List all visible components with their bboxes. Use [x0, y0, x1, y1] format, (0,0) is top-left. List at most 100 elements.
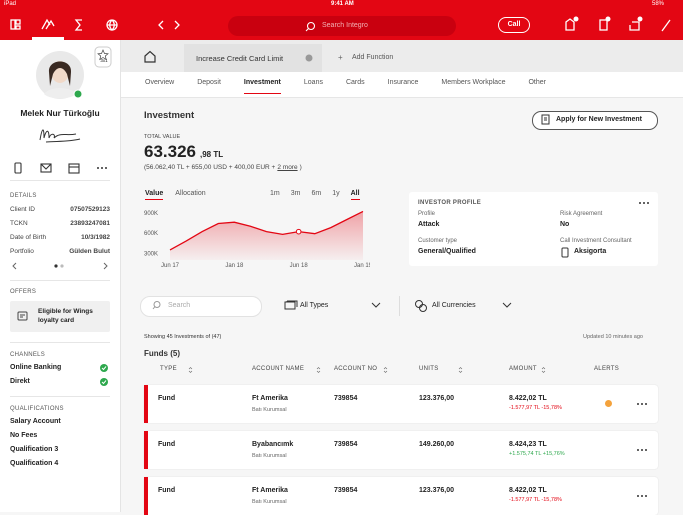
chart-range[interactable]: All: [350, 190, 360, 200]
total-dec: ,98 TL: [200, 150, 224, 159]
add-function[interactable]: Add Function: [352, 54, 394, 61]
carrier: iPad: [4, 1, 17, 7]
row-menu[interactable]: [636, 447, 648, 453]
detail-label: TCKN: [10, 220, 28, 227]
sort-icon[interactable]: [316, 367, 321, 373]
home-icon[interactable]: [143, 50, 157, 63]
currency-filter-icons[interactable]: [414, 299, 518, 313]
investor-heading: INVESTOR PROFILE: [418, 200, 482, 206]
investor-label: Risk Agreement: [560, 211, 603, 217]
row-name: Ft Amerika: [252, 395, 288, 402]
chart-toggle[interactable]: Allocation: [175, 190, 206, 197]
sort-icon[interactable]: [383, 367, 388, 373]
qualification: Qualification 3: [10, 446, 59, 453]
investor-value: Aksigorta: [574, 248, 607, 255]
section-heading: DETAILS: [10, 193, 37, 199]
nav-item[interactable]: Other: [528, 79, 546, 86]
nav-item[interactable]: Investment: [243, 79, 281, 94]
row-card[interactable]: [144, 431, 658, 469]
search-icon: [305, 21, 316, 32]
nav-item[interactable]: Cards: [345, 79, 365, 86]
filter-search[interactable]: [140, 296, 262, 317]
row-amount: 8.422,02 TL: [509, 487, 547, 494]
apply-button[interactable]: [532, 111, 658, 130]
offer-icon: [17, 311, 28, 321]
total-label: TOTAL VALUE: [144, 134, 181, 140]
investor-value: General/Qualified: [418, 248, 476, 255]
nav-item[interactable]: Members Workplace: [441, 79, 506, 86]
row-amount: 8.422,02 TL: [509, 395, 547, 402]
section-heading: CHANNELS: [10, 352, 46, 358]
detail-value: 10/3/1982: [81, 234, 110, 241]
qualification: Salary Account: [10, 418, 61, 425]
apply-icon: [541, 114, 550, 125]
add-icon: +: [338, 53, 343, 62]
chart-range[interactable]: 3m: [290, 190, 301, 197]
more-icon[interactable]: [638, 200, 650, 206]
row-menu[interactable]: [636, 401, 648, 407]
avatar: [36, 46, 112, 99]
nav-item[interactable]: Deposit: [197, 79, 221, 86]
chart-range[interactable]: 1y: [332, 190, 340, 197]
row-name: Ft Amerika: [252, 487, 288, 494]
chart-toggles: Value Allocation: [145, 190, 206, 200]
total-int: 63.326: [144, 142, 196, 161]
row-card[interactable]: [144, 385, 658, 423]
search-placeholder: Search Integro: [322, 22, 368, 29]
updated: Updated 10 minutes ago: [583, 334, 643, 340]
alert-dot: [605, 400, 612, 407]
row-accent: [144, 431, 148, 469]
currency-filter[interactable]: All Currencies: [432, 302, 476, 309]
row-menu[interactable]: [636, 493, 648, 499]
filter-search-text: Search: [168, 302, 191, 309]
call-button[interactable]: Call: [498, 17, 530, 33]
column-header: UNITS: [419, 366, 439, 372]
row-accent: [144, 477, 148, 515]
row-units: 123.376,00: [419, 487, 455, 494]
active-tab[interactable]: [184, 44, 322, 72]
battery: 58%: [652, 1, 665, 7]
row-card[interactable]: [144, 477, 658, 515]
qualification: No Fees: [10, 432, 38, 439]
nav-item[interactable]: Loans: [303, 79, 323, 86]
chart-toggle[interactable]: Value: [145, 190, 164, 200]
sort-icon[interactable]: [458, 367, 463, 373]
row-units: 123.376,00: [419, 395, 455, 402]
chart-range[interactable]: 6m: [311, 190, 322, 197]
badge: 3x1: [100, 58, 108, 63]
section-heading: QUALIFICATIONS: [10, 406, 64, 412]
divider: [10, 396, 110, 397]
nav-item[interactable]: Insurance: [387, 79, 419, 86]
line: [169, 210, 364, 251]
column-header: ALERTS: [594, 366, 620, 372]
nav-item[interactable]: Overview: [145, 79, 175, 86]
area: [170, 211, 363, 260]
y-tick-label: 300K: [144, 251, 158, 257]
search-bar[interactable]: [228, 16, 456, 36]
type-filter[interactable]: All Types: [300, 302, 329, 309]
more-link[interactable]: 2 more: [277, 164, 298, 171]
detail-value: 07507529123: [70, 206, 110, 213]
row-change: -1.577,97 TL -15,78%: [509, 497, 562, 503]
divider: [399, 296, 400, 316]
row-no: 739854: [334, 395, 358, 402]
column-header: AMOUNT: [509, 366, 537, 372]
row-change: +1.575,74 TL +15,76%: [509, 451, 565, 457]
row-change: -1.577,97 TL -15,78%: [509, 405, 562, 411]
chart-range[interactable]: 1m: [270, 190, 280, 197]
type-filter-icons[interactable]: [283, 300, 387, 312]
x-tick-label: Jun 18: [290, 263, 309, 269]
tab-close[interactable]: [305, 54, 313, 62]
divider: [10, 342, 110, 343]
row-type: Fund: [158, 441, 176, 448]
channel: Online Banking: [10, 364, 62, 371]
nav: Overview Deposit Investment Loans Cards Insur…: [145, 79, 546, 94]
sort-icon[interactable]: [188, 367, 193, 373]
signature: [39, 129, 81, 143]
section-title: Investment: [144, 110, 195, 121]
sort-icon[interactable]: [541, 367, 546, 373]
row-sub: Batı Kurumsal: [252, 453, 287, 459]
x-tick-label: Jun 17: [161, 263, 180, 269]
